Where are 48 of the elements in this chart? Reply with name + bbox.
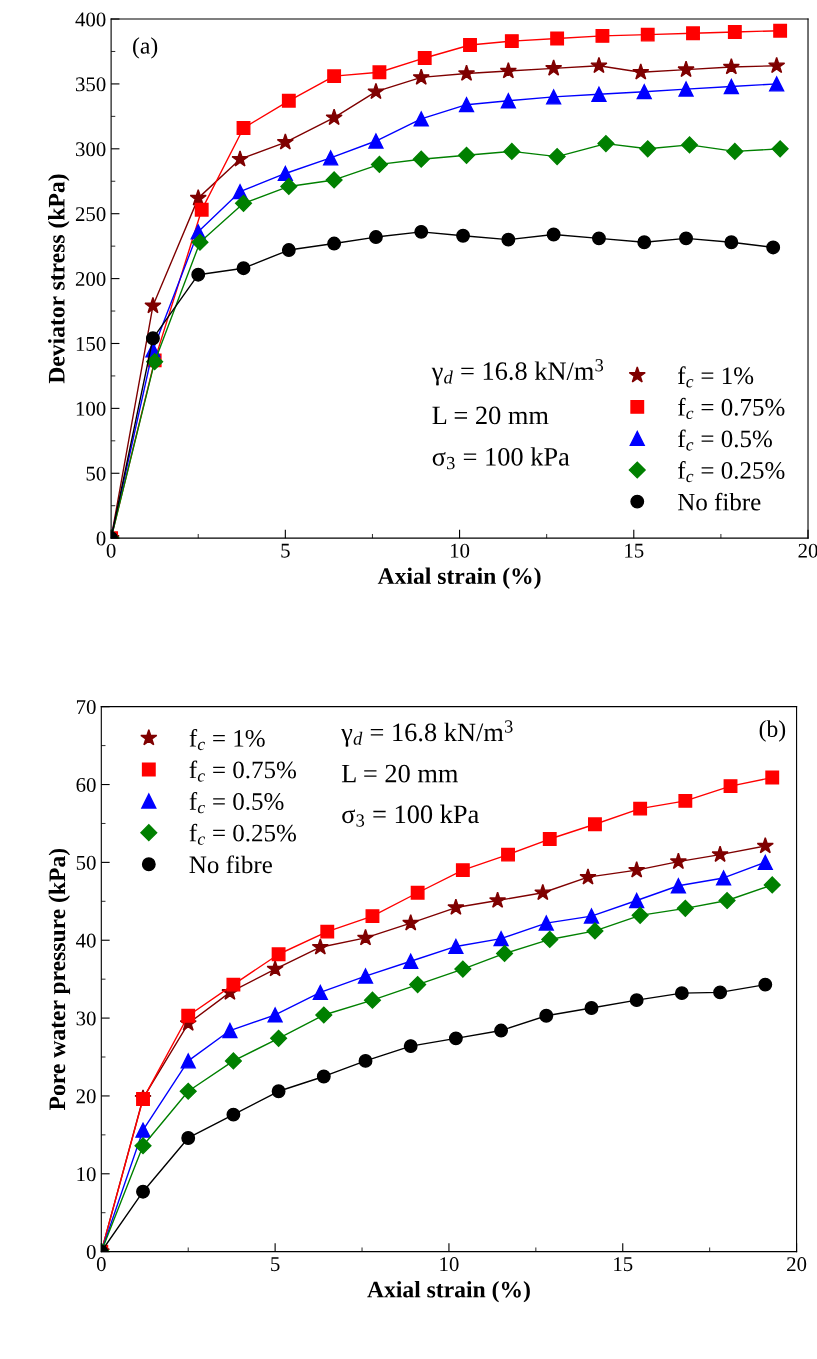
y-axis-title: Pore water pressure (kPa): [48, 848, 71, 1111]
x-tick-label: 10: [450, 543, 470, 558]
y-tick-label: 150: [76, 336, 106, 351]
x-axis-title: Axial strain (%): [377, 567, 541, 589]
y-tick-label: 350: [76, 77, 106, 92]
y-tick-label: 250: [75, 207, 106, 222]
annotation: γ$_{d}$ = 16.8 kN/m$^{3}$: [431, 359, 604, 386]
legend-label: f$_{c}$ = 0.75%: [678, 397, 785, 420]
legend-label: f$_{c}$ = 1%: [678, 366, 754, 388]
annotation: γ$_{d}$ = 16.8 kN/m$^{3}$: [341, 720, 513, 747]
y-tick-label: 70: [76, 700, 96, 715]
x-tick-label: 20: [798, 543, 817, 558]
annotation: L = 20 mm: [432, 406, 549, 425]
legend-label: f$_{c}$ = 0.25%: [678, 461, 785, 483]
y-tick-label: 0: [96, 531, 106, 546]
y-tick-label: 50: [76, 855, 96, 870]
legend-label: f$_{c}$ = 0.5%: [678, 429, 772, 451]
annotation: L = 20 mm: [341, 764, 459, 783]
annotation: σ$_{3}$ = 100 kPa: [432, 447, 570, 470]
x-tick-label: 20: [787, 1257, 807, 1272]
y-tick-label: 30: [76, 1011, 96, 1026]
y-axis-title: Deviator stress (kPa): [48, 174, 70, 384]
x-tick-label: 0: [106, 543, 116, 558]
y-tick-label: 300: [76, 142, 106, 157]
legend-label: No fibre: [677, 492, 761, 511]
x-tick-label: 15: [614, 1257, 633, 1272]
annotation: (a): [133, 37, 158, 59]
y-tick-label: 400: [75, 12, 106, 27]
y-tick-label: 20: [76, 1089, 96, 1104]
y-tick-label: 50: [86, 466, 106, 481]
x-tick-label: 15: [625, 543, 644, 558]
legend-label: f$_{c}$ = 0.25%: [189, 823, 296, 845]
y-tick-label: 100: [76, 401, 106, 416]
legend-label: f$_{c}$ = 1%: [189, 728, 265, 751]
y-tick-label: 40: [76, 933, 96, 948]
legend-label: f$_{c}$ = 0.5%: [189, 792, 284, 814]
y-tick-label: 60: [76, 777, 96, 792]
y-tick-label: 10: [77, 1167, 96, 1182]
annotation: σ$_{3}$ = 100 kPa: [342, 804, 479, 827]
x-tick-label: 5: [281, 543, 290, 558]
legend-label: No fibre: [189, 855, 272, 874]
x-axis-title: Axial strain (%): [367, 1280, 530, 1303]
legend-label: f$_{c}$ = 0.75%: [189, 760, 296, 782]
annotation: (b): [759, 720, 786, 742]
y-tick-label: 200: [75, 271, 106, 287]
y-tick-label: 0: [86, 1245, 96, 1260]
x-tick-label: 5: [271, 1257, 280, 1272]
x-tick-label: 10: [440, 1257, 459, 1272]
